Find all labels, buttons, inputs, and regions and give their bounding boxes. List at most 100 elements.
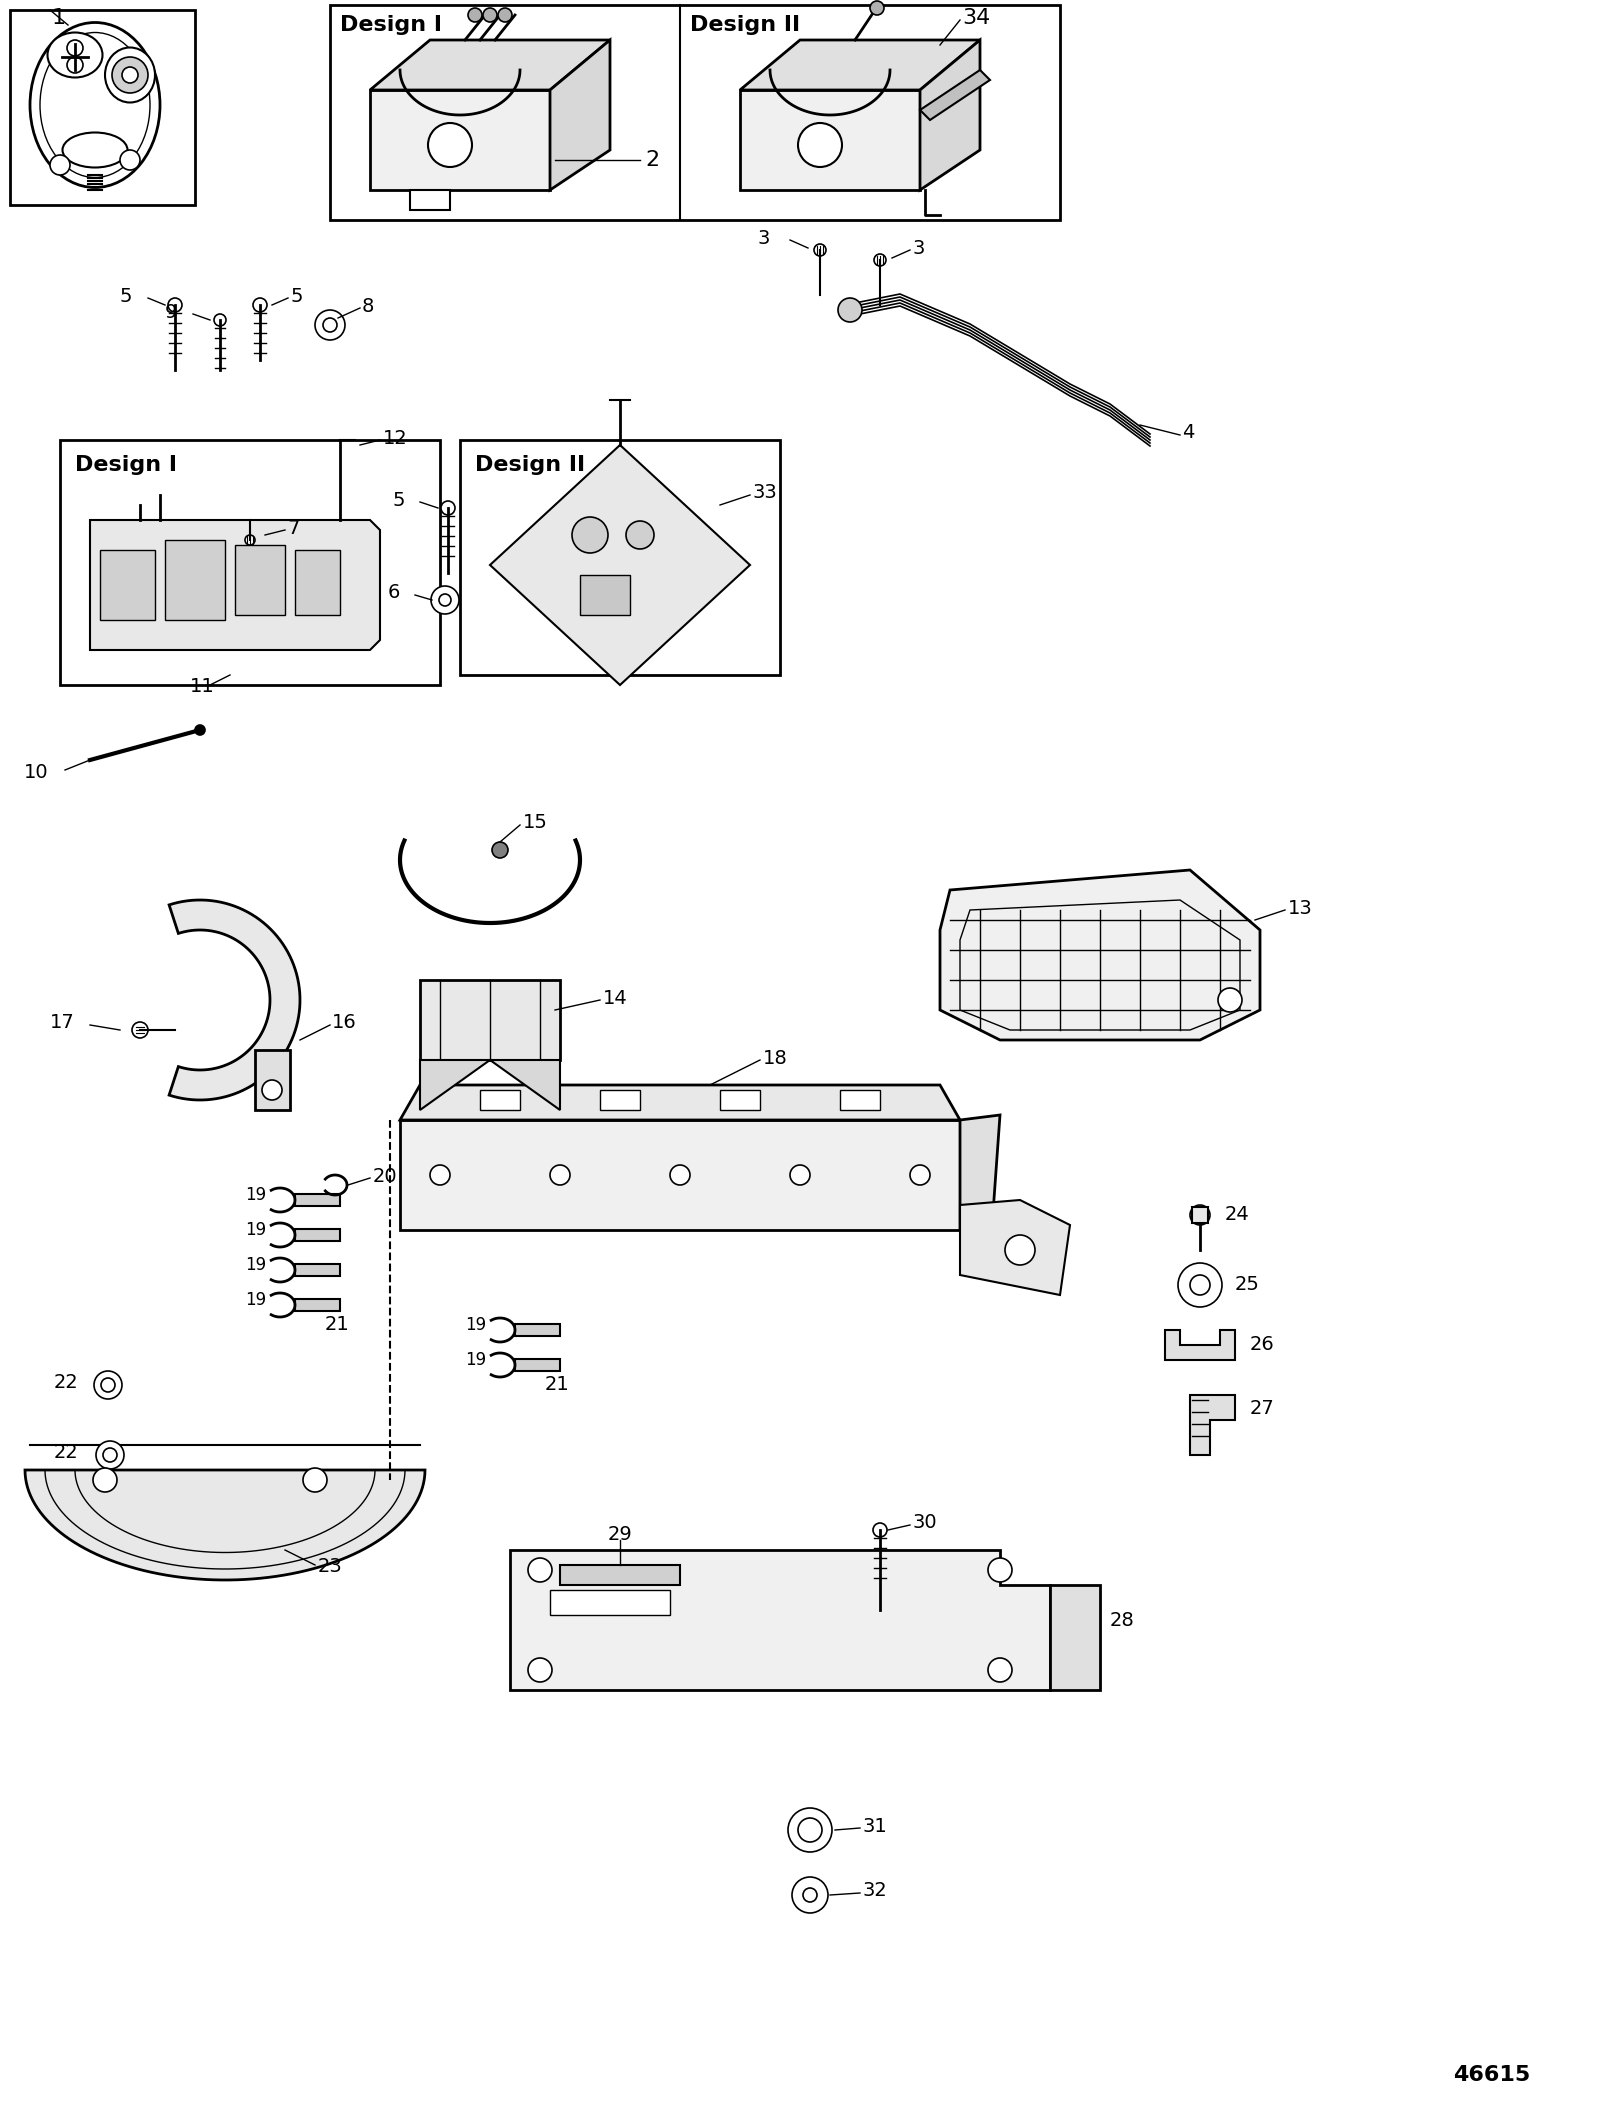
- Text: 7: 7: [286, 519, 299, 538]
- Ellipse shape: [62, 132, 128, 168]
- Polygon shape: [254, 1050, 290, 1109]
- Circle shape: [96, 1441, 125, 1469]
- Text: Design I: Design I: [75, 456, 178, 475]
- Circle shape: [67, 57, 83, 74]
- Circle shape: [838, 298, 862, 321]
- Text: 33: 33: [754, 483, 778, 502]
- Circle shape: [874, 254, 886, 267]
- Circle shape: [101, 1378, 115, 1393]
- Bar: [61, 439, 440, 685]
- Ellipse shape: [40, 32, 150, 176]
- Circle shape: [302, 1469, 326, 1492]
- Bar: [840, 1090, 880, 1109]
- Text: 32: 32: [862, 1882, 888, 1901]
- Polygon shape: [419, 979, 560, 1061]
- Text: 19: 19: [245, 1185, 266, 1204]
- Polygon shape: [170, 899, 299, 1101]
- Polygon shape: [419, 1061, 490, 1109]
- Circle shape: [498, 8, 512, 21]
- Circle shape: [989, 1559, 1013, 1582]
- Bar: [294, 1229, 339, 1242]
- Text: 26: 26: [1250, 1336, 1275, 1355]
- Circle shape: [262, 1080, 282, 1101]
- Circle shape: [528, 1658, 552, 1683]
- Text: 22: 22: [53, 1443, 78, 1462]
- Text: 25: 25: [1235, 1275, 1259, 1294]
- Text: 3: 3: [912, 240, 925, 258]
- Polygon shape: [550, 40, 610, 189]
- Text: 10: 10: [24, 763, 48, 782]
- Circle shape: [195, 725, 205, 735]
- Bar: [560, 1565, 680, 1584]
- Circle shape: [1218, 987, 1242, 1013]
- Bar: [330, 4, 1059, 221]
- Circle shape: [803, 1889, 818, 1901]
- Bar: [515, 1359, 560, 1372]
- Circle shape: [67, 40, 83, 57]
- Bar: [720, 1090, 760, 1109]
- Circle shape: [438, 595, 451, 605]
- Polygon shape: [370, 90, 550, 189]
- Text: 5: 5: [120, 286, 131, 305]
- Polygon shape: [410, 189, 450, 210]
- Text: 14: 14: [603, 987, 627, 1008]
- Circle shape: [467, 8, 482, 21]
- Bar: [10, 11, 195, 206]
- Circle shape: [214, 313, 226, 326]
- Polygon shape: [941, 870, 1261, 1040]
- Text: 20: 20: [373, 1166, 398, 1185]
- Text: 19: 19: [466, 1315, 486, 1334]
- Circle shape: [670, 1164, 690, 1185]
- Bar: [99, 550, 155, 620]
- Text: 30: 30: [914, 1513, 938, 1532]
- Bar: [294, 1298, 339, 1311]
- Polygon shape: [739, 90, 920, 189]
- Polygon shape: [920, 69, 990, 120]
- Text: 18: 18: [763, 1048, 787, 1067]
- Circle shape: [253, 298, 267, 313]
- Circle shape: [112, 57, 147, 92]
- Text: 13: 13: [1288, 899, 1312, 918]
- Polygon shape: [90, 521, 381, 649]
- Polygon shape: [739, 40, 979, 90]
- Bar: [235, 544, 285, 616]
- Circle shape: [626, 521, 654, 548]
- Text: 11: 11: [190, 677, 214, 698]
- Circle shape: [1005, 1235, 1035, 1265]
- Circle shape: [442, 500, 454, 515]
- Circle shape: [493, 843, 509, 857]
- Text: 46615: 46615: [1453, 2065, 1530, 2084]
- Circle shape: [131, 1021, 147, 1038]
- Text: 2: 2: [645, 149, 659, 170]
- Bar: [1192, 1206, 1208, 1223]
- Text: 31: 31: [862, 1817, 888, 1836]
- Circle shape: [910, 1164, 930, 1185]
- Circle shape: [315, 311, 346, 340]
- Polygon shape: [510, 1551, 1050, 1689]
- Text: 19: 19: [245, 1290, 266, 1309]
- Ellipse shape: [48, 32, 102, 78]
- Text: 15: 15: [523, 813, 547, 832]
- Circle shape: [989, 1658, 1013, 1683]
- Polygon shape: [1190, 1395, 1235, 1456]
- Polygon shape: [960, 1200, 1070, 1294]
- Circle shape: [573, 517, 608, 553]
- Polygon shape: [26, 1471, 426, 1580]
- Ellipse shape: [106, 48, 155, 103]
- Circle shape: [1178, 1263, 1222, 1307]
- Polygon shape: [1165, 1330, 1235, 1359]
- Text: 12: 12: [382, 429, 408, 448]
- Circle shape: [814, 244, 826, 256]
- Circle shape: [120, 149, 141, 170]
- Text: 27: 27: [1250, 1399, 1275, 1418]
- Circle shape: [430, 1164, 450, 1185]
- Circle shape: [430, 586, 459, 613]
- Bar: [294, 1193, 339, 1206]
- Bar: [461, 439, 781, 674]
- Text: 17: 17: [50, 1013, 75, 1032]
- Polygon shape: [490, 1061, 560, 1109]
- Text: 24: 24: [1226, 1206, 1250, 1225]
- Text: 21: 21: [325, 1315, 350, 1334]
- Circle shape: [483, 8, 498, 21]
- Ellipse shape: [30, 23, 160, 187]
